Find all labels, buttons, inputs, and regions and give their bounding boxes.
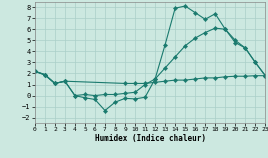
X-axis label: Humidex (Indice chaleur): Humidex (Indice chaleur) — [95, 134, 206, 143]
